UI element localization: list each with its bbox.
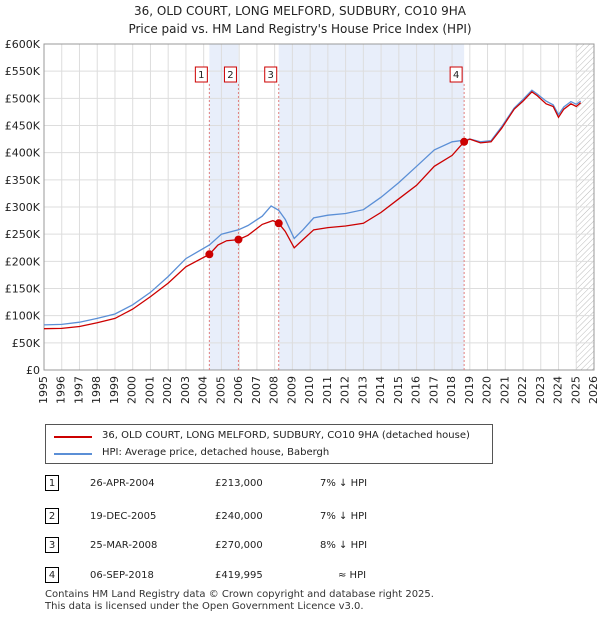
- transaction-price: £213,000: [215, 478, 263, 489]
- legend-label-hpi: HPI: Average price, detached house, Babe…: [102, 447, 330, 458]
- transaction-price: £419,995: [215, 570, 263, 581]
- y-tick-label: £150K: [5, 283, 41, 296]
- y-tick-label: £200K: [5, 255, 41, 268]
- sale-point-4: [460, 137, 469, 146]
- marker-label-3: 3: [268, 70, 274, 81]
- x-tick-label: 2001: [143, 376, 156, 404]
- table-row: 1 26-APR-2004 £213,000 7% ↓ HPI: [45, 475, 445, 495]
- x-tick-label: 2018: [445, 376, 458, 404]
- transaction-date: 25-MAR-2008: [90, 540, 158, 551]
- x-tick-label: 1999: [108, 376, 121, 404]
- x-tick-label: 2005: [214, 376, 227, 404]
- x-tick-label: 2020: [481, 376, 494, 404]
- x-tick-label: 1998: [90, 376, 103, 404]
- transaction-number: 4: [45, 567, 59, 583]
- chart-subtitle: Price paid vs. HM Land Registry's House …: [128, 22, 472, 36]
- transaction-number: 3: [45, 537, 59, 553]
- x-tick-label: 2019: [463, 376, 476, 404]
- y-tick-label: £500K: [5, 92, 41, 105]
- x-tick-label: 2007: [250, 376, 263, 404]
- price-chart: £0 £50K £100K £150K £200K £250K £300K £350K £400…: [5, 38, 600, 404]
- x-tick-label: 2006: [232, 376, 245, 404]
- transaction-hpi: 7% ↓ HPI: [320, 511, 368, 522]
- x-tick-label: 2023: [534, 376, 547, 404]
- x-tick-label: 2014: [374, 376, 387, 404]
- x-tick-label: 2010: [303, 376, 316, 404]
- x-tick-label: 2002: [161, 376, 174, 404]
- transaction-number: 2: [45, 508, 59, 524]
- y-tick-label: £0: [26, 364, 40, 377]
- transaction-hpi: ≈ HPI: [338, 570, 367, 581]
- y-tick-label: £450K: [5, 120, 41, 133]
- property-series-line: [43, 90, 582, 330]
- table-row: 3 25-MAR-2008 £270,000 8% ↓ HPI: [45, 537, 445, 557]
- x-tick-label: 2024: [552, 376, 565, 404]
- chart-legend: 36, OLD COURT, LONG MELFORD, SUDBURY, CO…: [45, 424, 493, 464]
- marker-box-1: [194, 66, 208, 83]
- x-tick-label: 2016: [410, 376, 423, 404]
- transaction-number: 1: [45, 475, 59, 491]
- x-tick-label: 1995: [37, 376, 50, 404]
- marker-box-2: [223, 66, 237, 83]
- y-tick-label: £300K: [5, 201, 41, 214]
- transaction-price: £240,000: [215, 511, 263, 522]
- x-tick-label: 2021: [498, 376, 511, 404]
- chart-title: 36, OLD COURT, LONG MELFORD, SUDBURY, CO…: [133, 4, 467, 18]
- footer-copyright: Contains HM Land Registry data © Crown c…: [45, 589, 434, 600]
- transaction-hpi: 7% ↓ HPI: [320, 478, 368, 489]
- x-tick-label: 2013: [356, 376, 369, 404]
- x-tick-label: 1996: [55, 376, 68, 404]
- legend-label-property: 36, OLD COURT, LONG MELFORD, SUDBURY, CO…: [102, 430, 470, 441]
- y-tick-label: £50K: [12, 337, 41, 350]
- y-tick-label: £250K: [5, 228, 41, 241]
- sale-point-3: [274, 219, 283, 228]
- transaction-hpi: 8% ↓ HPI: [320, 540, 368, 551]
- legend-swatch-property: [54, 436, 92, 438]
- marker-label-2: 2: [227, 70, 233, 81]
- table-row: 2 19-DEC-2005 £240,000 7% ↓ HPI: [45, 508, 445, 528]
- marker-label-4: 4: [453, 70, 459, 81]
- x-tick-label: 2000: [126, 376, 139, 404]
- x-tick-label: 2009: [285, 376, 298, 404]
- y-tick-label: £350K: [5, 174, 41, 187]
- transaction-price: £270,000: [215, 540, 263, 551]
- y-tick-label: £600K: [5, 38, 41, 51]
- y-tick-label: £550K: [5, 65, 41, 78]
- x-tick-label: 2008: [268, 376, 281, 404]
- x-tick-label: 2012: [339, 376, 352, 404]
- legend-swatch-hpi: [54, 453, 92, 455]
- footer-licence: This data is licensed under the Open Gov…: [45, 601, 364, 612]
- marker-label-1: 1: [198, 70, 204, 81]
- marker-box-4: [449, 66, 463, 83]
- x-tick-label: 2015: [392, 376, 405, 404]
- footer: Contains HM Land Registry data © Crown c…: [45, 589, 434, 613]
- x-tick-label: 2022: [516, 376, 529, 404]
- x-tick-label: 2025: [569, 376, 582, 404]
- x-tick-label: 2003: [179, 376, 192, 404]
- transaction-date: 26-APR-2004: [90, 478, 155, 489]
- sale-point-2: [234, 235, 243, 244]
- plot-border: [43, 43, 595, 371]
- x-tick-label: 2026: [587, 376, 600, 404]
- transaction-date: 06-SEP-2018: [90, 570, 154, 581]
- table-row: 4 06-SEP-2018 £419,995 ≈ HPI: [45, 567, 445, 587]
- sale-point-1: [205, 250, 214, 259]
- marker-box-3: [264, 66, 278, 83]
- x-tick-label: 1997: [72, 376, 85, 404]
- y-tick-label: £100K: [5, 310, 41, 323]
- y-tick-label: £400K: [5, 147, 41, 160]
- x-tick-label: 2011: [321, 376, 334, 404]
- x-tick-label: 2004: [197, 376, 210, 404]
- hpi-series-line: [43, 89, 582, 326]
- x-tick-label: 2017: [427, 376, 440, 404]
- transaction-date: 19-DEC-2005: [90, 511, 157, 522]
